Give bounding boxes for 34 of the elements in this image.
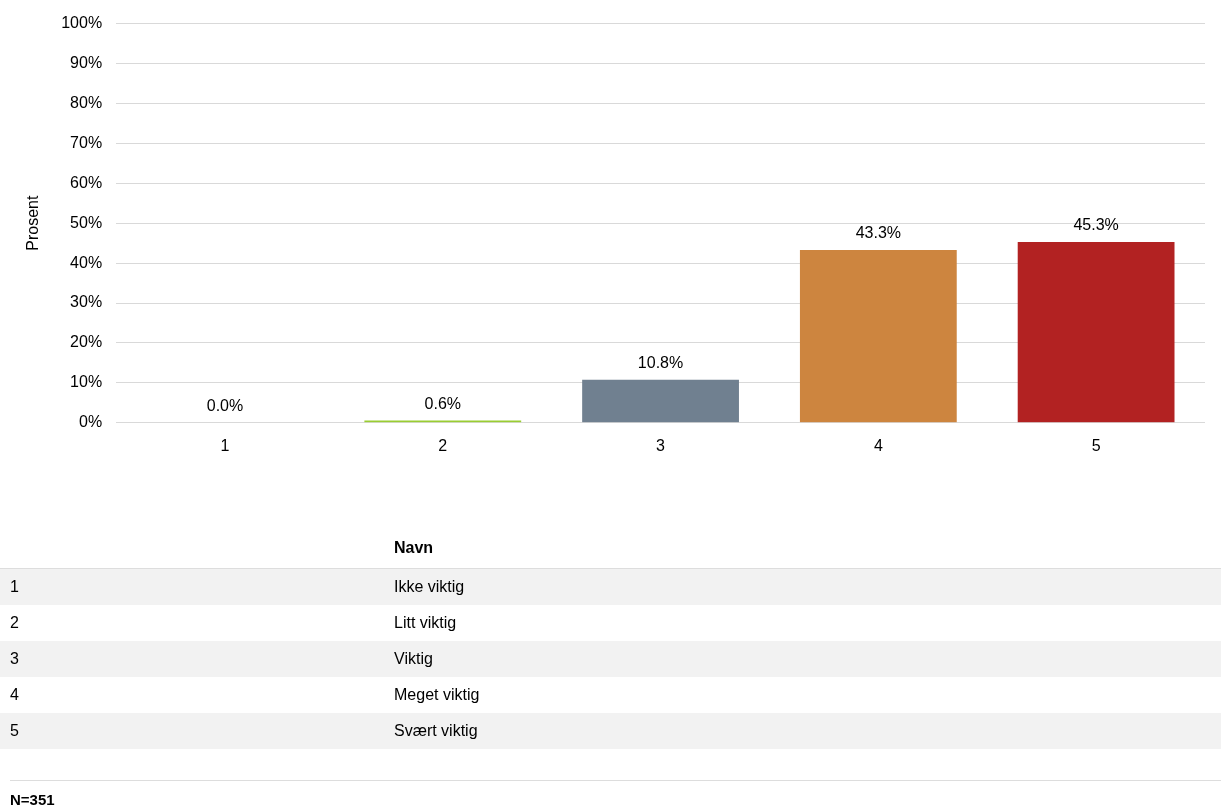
x-tick-label: 3 bbox=[656, 436, 666, 454]
y-tick-label: 40% bbox=[70, 253, 103, 271]
data-label: 10.8% bbox=[637, 354, 684, 372]
text: N=351 bbox=[10, 780, 1221, 807]
text: Meget viktig bbox=[394, 685, 480, 705]
y-tick-label: 60% bbox=[70, 173, 103, 191]
y-tick-label: 70% bbox=[70, 133, 103, 151]
data-label: 43.3% bbox=[855, 224, 902, 242]
text: Svært viktig bbox=[394, 721, 478, 741]
category-label: 5 bbox=[10, 722, 19, 739]
category-label: 2 bbox=[10, 614, 19, 631]
x-tick-label: 2 bbox=[438, 436, 448, 454]
y-tick-label: 90% bbox=[70, 53, 103, 71]
y-tick-label: 20% bbox=[70, 333, 103, 351]
text: Ikke viktig bbox=[394, 577, 465, 597]
category-label: 4 bbox=[10, 686, 19, 703]
x-tick-label: 5 bbox=[1091, 436, 1101, 454]
text: Litt viktig bbox=[394, 613, 457, 633]
y-tick-label: 10% bbox=[70, 373, 103, 391]
y-tick-label: 80% bbox=[70, 93, 103, 111]
y-tick-label: 100% bbox=[61, 14, 103, 32]
text: Navn bbox=[394, 538, 434, 558]
data-label: 45.3% bbox=[1073, 216, 1119, 234]
x-tick-label: 1 bbox=[220, 436, 230, 454]
data-label: 0.6% bbox=[424, 394, 462, 412]
y-tick-label: 50% bbox=[70, 213, 103, 231]
y-tick-label: 0% bbox=[79, 413, 103, 431]
text: Viktig bbox=[394, 649, 433, 669]
category-label: 1 bbox=[10, 578, 19, 595]
y-tick-label: 30% bbox=[70, 293, 103, 311]
y-axis-title: Prosent bbox=[24, 195, 42, 251]
category-label: 3 bbox=[10, 650, 19, 667]
data-label: 0.0% bbox=[206, 397, 244, 415]
x-tick-label: 4 bbox=[873, 436, 883, 454]
